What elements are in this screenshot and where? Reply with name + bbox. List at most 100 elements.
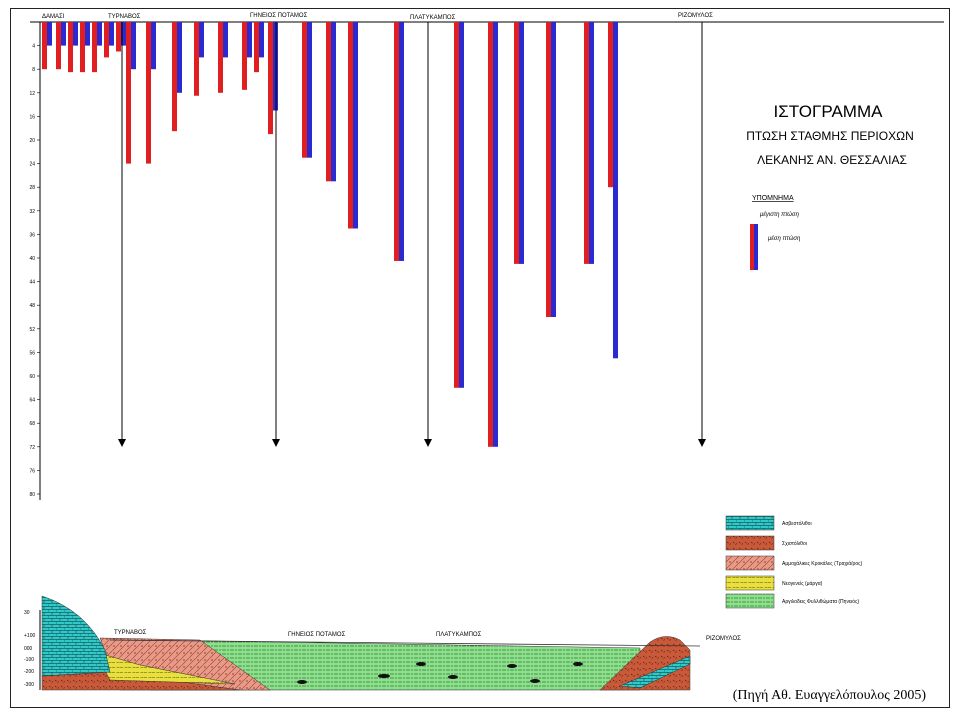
y-tick-label: 32 — [29, 209, 35, 215]
section-label-rizomylos: ΡΙΖΟΜΥΛΟΣ — [706, 636, 741, 642]
legend-label: Ασβεστόλιθοι — [782, 520, 812, 527]
bar-max-fall — [242, 22, 247, 90]
legend-max-label: μέγιστη πτώση — [759, 211, 800, 218]
legend-swatch — [725, 535, 775, 551]
depth-tick-label: 000 — [24, 646, 33, 652]
legend-swatch — [725, 575, 775, 591]
lens — [297, 680, 307, 684]
bar-max-fall — [218, 22, 223, 93]
bar-max-fall — [194, 22, 199, 96]
section-label-tyrnavos: ΤΥΡΝΑΒΟΣ — [114, 630, 147, 636]
bar-max-fall — [92, 22, 97, 73]
bar-avg-fall — [331, 22, 336, 182]
bar-avg-fall — [47, 22, 52, 46]
depth-tick-label: -200 — [24, 669, 34, 675]
depth-tick-label: 30 — [24, 610, 30, 616]
y-tick-label: 76 — [29, 468, 35, 474]
y-tick-label: 64 — [29, 398, 35, 404]
bar-avg-fall — [73, 22, 78, 46]
legend-swatch — [725, 515, 775, 531]
legend-avg-swatch — [754, 224, 758, 270]
legend-swatch — [725, 555, 775, 571]
bar-avg-fall — [223, 22, 228, 58]
location-label-pineios: ΓΗΝΕΙΟΣ ΠΟΤΑΜΟΣ — [250, 13, 308, 19]
bar-max-fall — [394, 22, 399, 261]
bar-avg-fall — [519, 22, 524, 264]
legend-label: Αμμοχάλικες Κροκάλες (Τραχιά/ρος) — [782, 560, 863, 567]
chart-subtitle-1: ΠΤΩΣΗ ΣΤΑΘΜΗΣ ΠΕΡΙΟΧΩΝ — [746, 129, 914, 143]
bar-max-fall — [42, 22, 47, 70]
bar-max-fall — [514, 22, 519, 264]
y-tick-label: 28 — [29, 185, 35, 191]
legend-swatch — [725, 593, 775, 609]
bar-max-fall — [56, 22, 61, 70]
bar-max-fall — [584, 22, 589, 264]
bar-avg-fall — [151, 22, 156, 70]
bar-max-fall — [348, 22, 353, 229]
bar-avg-fall — [85, 22, 90, 46]
location-label-tyrnavos: ΤΥΡΝΑΒΟΣ — [108, 14, 141, 20]
y-tick-label: 72 — [29, 445, 35, 451]
depth-tick-label: -300 — [24, 682, 34, 688]
bar-max-fall — [104, 22, 109, 58]
depth-tick-label: +100 — [24, 633, 35, 639]
bar-max-fall — [68, 22, 73, 73]
section-legend: Ασβεστόλιθοι Σχιστόλιθοι Αμμοχάλικες Κροκά… — [725, 515, 863, 609]
bar-avg-fall — [109, 22, 114, 46]
section-label-pineios: ΓΗΝΕΙΟΣ ΠΟΤΑΜΟΣ — [288, 632, 346, 638]
chart-subtitle-2: ΛΕΚΑΝΗΣ ΑΝ. ΘΕΣΣΑΛΙΑΣ — [757, 153, 907, 167]
bar-avg-fall — [589, 22, 594, 264]
bar-avg-fall — [259, 22, 264, 58]
y-tick-label: 12 — [29, 91, 35, 97]
y-tick-label: 20 — [29, 138, 35, 144]
bar-max-fall — [546, 22, 551, 317]
y-tick-label: 4 — [32, 44, 35, 50]
location-label-platykampos: ΠΛΑΤΥΚΑΜΠΟΣ — [410, 15, 456, 21]
bar-avg-fall — [353, 22, 358, 229]
y-tick-label: 24 — [29, 162, 35, 168]
section-label-platykampos: ΠΛΑΤΥΚΑΜΠΟΣ — [436, 632, 482, 638]
lens — [573, 662, 583, 666]
lens — [416, 662, 426, 666]
bar-avg-fall — [131, 22, 136, 70]
bar-legend: ΥΠΟΜΝΗΜΑ μέγιστη πτώση μέση πτώση — [750, 195, 801, 270]
location-arrows — [118, 22, 706, 447]
bar-avg-fall — [459, 22, 464, 388]
lens — [507, 664, 517, 668]
y-tick-label: 16 — [29, 114, 35, 120]
depth-tick-labels: 30 +100 000 -100 -200 -300 — [24, 610, 35, 688]
bar-avg-fall — [61, 22, 66, 46]
lens — [448, 675, 458, 679]
bar-avg-fall — [613, 22, 618, 359]
bar-max-fall — [146, 22, 151, 164]
location-label-rizomylos: ΡΙΖΟΜΥΛΟΣ — [678, 13, 713, 19]
bar-max-fall — [488, 22, 493, 447]
bar-avg-fall — [121, 22, 126, 46]
legend-title: ΥΠΟΜΝΗΜΑ — [752, 195, 794, 202]
bar-avg-fall — [493, 22, 498, 447]
legend-label: Αργιλοδεις Φυλλιθώματα (Πηνειός) — [782, 598, 859, 605]
surface-line — [109, 639, 701, 647]
lens — [378, 674, 390, 678]
lens — [530, 679, 540, 683]
source-caption: (Πηγή Αθ. Ευαγγελόπουλος 2005) — [732, 688, 926, 703]
bar-max-fall — [80, 22, 85, 73]
bar-max-fall — [268, 22, 273, 135]
bar-max-fall — [302, 22, 307, 158]
y-tick-label: 40 — [29, 256, 35, 262]
y-tick-label: 56 — [29, 350, 35, 356]
y-tick-label: 60 — [29, 374, 35, 380]
bar-avg-fall — [97, 22, 102, 46]
legend-max-swatch — [750, 224, 754, 270]
y-tick-label: 8 — [32, 67, 35, 73]
y-tick-label: 68 — [29, 421, 35, 427]
y-tick-label: 48 — [29, 303, 35, 309]
bar-max-fall — [172, 22, 177, 132]
bar-max-fall — [254, 22, 259, 73]
layer-limestone-left — [41, 595, 111, 677]
legend-label: Σχιστόλιθοι — [782, 540, 807, 547]
bar-avg-fall — [399, 22, 404, 261]
bar-max-fall — [454, 22, 459, 388]
